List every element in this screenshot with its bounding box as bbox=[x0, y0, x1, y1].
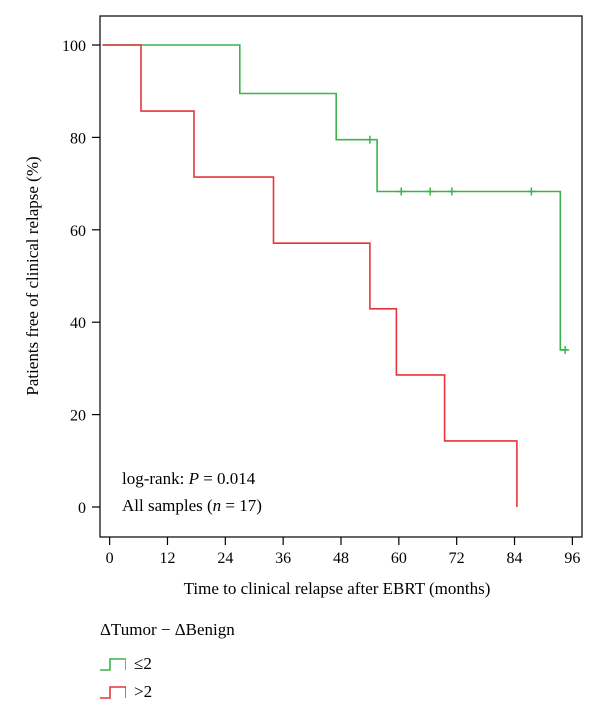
censor-mark-le2-3 bbox=[447, 187, 456, 196]
annotation-logrank: log-rank: P = 0.014 bbox=[122, 469, 256, 488]
censor-mark-le2-5 bbox=[561, 345, 570, 354]
censor-mark-le2-4 bbox=[527, 187, 536, 196]
series-line-gt2 bbox=[102, 44, 518, 507]
y-tick-label-40: 40 bbox=[70, 315, 86, 332]
legend-swatch-green bbox=[100, 658, 126, 671]
plot-frame bbox=[99, 15, 583, 538]
x-tick-label-36: 36 bbox=[275, 550, 291, 567]
legend-label-le2: ≤2 bbox=[134, 654, 152, 673]
censor-mark-le2-1 bbox=[397, 187, 406, 196]
annotation-samples: All samples (n = 17) bbox=[122, 496, 262, 515]
legend-title: ΔTumor − ΔBenign bbox=[100, 620, 235, 639]
x-tick-label-0: 0 bbox=[106, 550, 114, 567]
series-layer bbox=[102, 44, 570, 507]
y-tick-label-60: 60 bbox=[70, 223, 86, 240]
y-tick-label-80: 80 bbox=[70, 130, 86, 147]
legend-swatch-red bbox=[100, 686, 126, 699]
y-tick-label-20: 20 bbox=[70, 408, 86, 425]
x-axis-ticks: 0 12 24 36 48 60 72 84 96 bbox=[106, 537, 580, 567]
x-tick-label-12: 12 bbox=[159, 550, 175, 567]
legend-item-le2: ≤2 bbox=[100, 650, 235, 678]
censor-mark-le2-0 bbox=[365, 135, 374, 144]
y-tick-label-100: 100 bbox=[62, 38, 86, 55]
y-axis-ticks: 0 20 40 60 80 100 bbox=[62, 38, 100, 517]
x-tick-label-96: 96 bbox=[564, 550, 580, 567]
series-line-le2 bbox=[102, 44, 568, 351]
x-tick-label-24: 24 bbox=[217, 550, 233, 567]
x-tick-label-84: 84 bbox=[507, 550, 523, 567]
y-tick-label-0: 0 bbox=[78, 500, 86, 517]
y-axis-label: Patients free of clinical relapse (%) bbox=[23, 156, 42, 395]
legend-item-gt2: >2 bbox=[100, 678, 235, 706]
legend: ΔTumor − ΔBenign ≤2 >2 bbox=[100, 620, 235, 706]
km-chart: 0 12 24 36 48 60 72 84 96 0 20 40 60 80 100 log-rank:… bbox=[23, 15, 583, 598]
axes bbox=[99, 15, 583, 538]
x-axis-label: Time to clinical relapse after EBRT (mon… bbox=[184, 579, 491, 598]
x-tick-label-72: 72 bbox=[449, 550, 465, 567]
legend-label-gt2: >2 bbox=[134, 682, 153, 701]
x-tick-label-60: 60 bbox=[391, 550, 407, 567]
censor-mark-le2-2 bbox=[426, 187, 435, 196]
x-tick-label-48: 48 bbox=[333, 550, 349, 567]
